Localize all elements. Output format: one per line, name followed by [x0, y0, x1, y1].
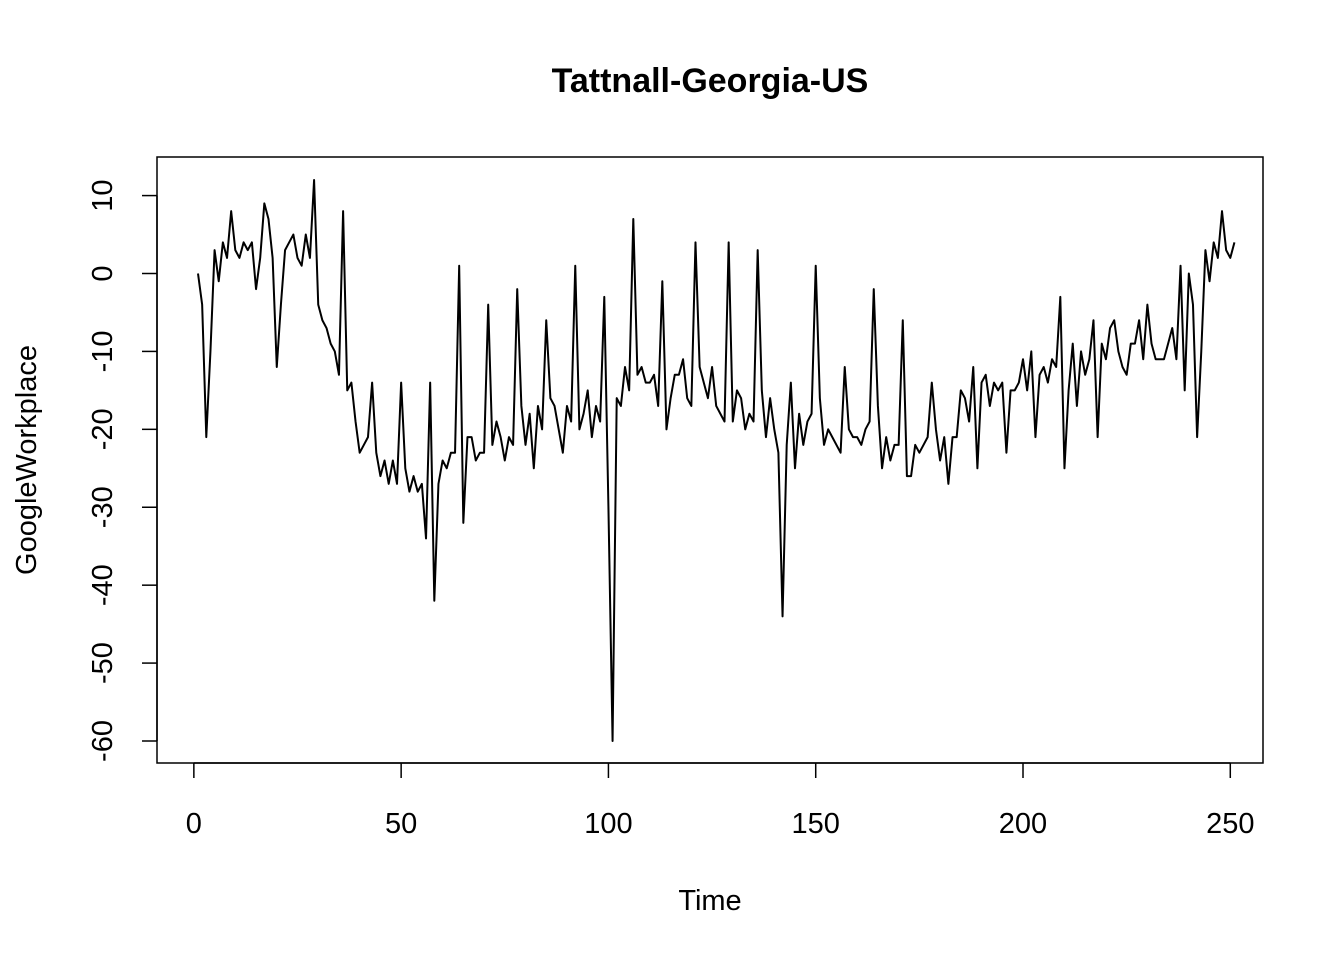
chart-title: Tattnall-Georgia-US	[552, 62, 869, 100]
y-tick-label: -20	[87, 408, 119, 450]
x-axis-label: Time	[678, 885, 741, 917]
x-tick-label: 0	[186, 808, 202, 840]
y-tick-label: -30	[87, 486, 119, 528]
y-tick-label: 0	[87, 265, 119, 281]
y-tick-label: -60	[87, 720, 119, 762]
x-tick-label: 250	[1206, 808, 1254, 840]
x-tick-label: 50	[385, 808, 417, 840]
x-tick-label: 150	[792, 808, 840, 840]
y-tick-label: -10	[87, 330, 119, 372]
y-tick-label: 10	[87, 179, 119, 211]
x-axis: 0 50 100 150 200 250	[186, 762, 1254, 840]
y-axis: -60 -50 -40 -30 -20 -10 0 10	[87, 179, 158, 762]
series-line	[197, 179, 1236, 742]
y-tick-label: -40	[87, 564, 119, 606]
y-axis-label: GoogleWorkplace	[11, 345, 43, 575]
x-tick-label: 100	[584, 808, 632, 840]
y-tick-label: -50	[87, 642, 119, 684]
x-tick-label: 200	[999, 808, 1047, 840]
plot-frame	[156, 156, 1264, 764]
